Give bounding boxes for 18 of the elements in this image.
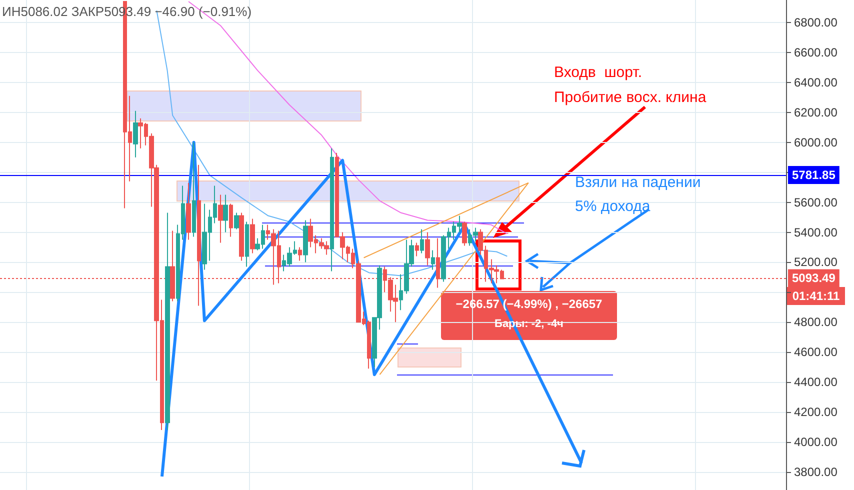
y-tick-label: 6800.00 [794,15,838,30]
y-tick-label: 5400.00 [794,225,838,240]
y-tick-label: 6000.00 [794,135,838,150]
y-tick-label: 6200.00 [794,105,838,120]
y-tick-label: 5200.00 [794,255,838,270]
y-tick-label: 4800.00 [794,315,838,330]
annotation: Взяли на падении 5% дохода [575,173,701,217]
annotation: Входв шорт. Пробитие восх. клина [554,63,706,108]
y-tick-label: 6400.00 [794,75,838,90]
y-tick-label: 6600.00 [794,45,838,60]
y-tick-label: 4200.00 [794,405,838,420]
y-tick-label: 5600.00 [794,195,838,210]
y-tick-label: 4600.00 [794,345,838,360]
ref-line-label: 5781.85 [792,168,836,182]
ref-line-label: 5093.49 [792,271,836,286]
y-tick-label: 3800.00 [794,465,838,480]
y-tick-label: 4400.00 [794,375,838,390]
y-tick-label: 4000.00 [794,435,838,450]
